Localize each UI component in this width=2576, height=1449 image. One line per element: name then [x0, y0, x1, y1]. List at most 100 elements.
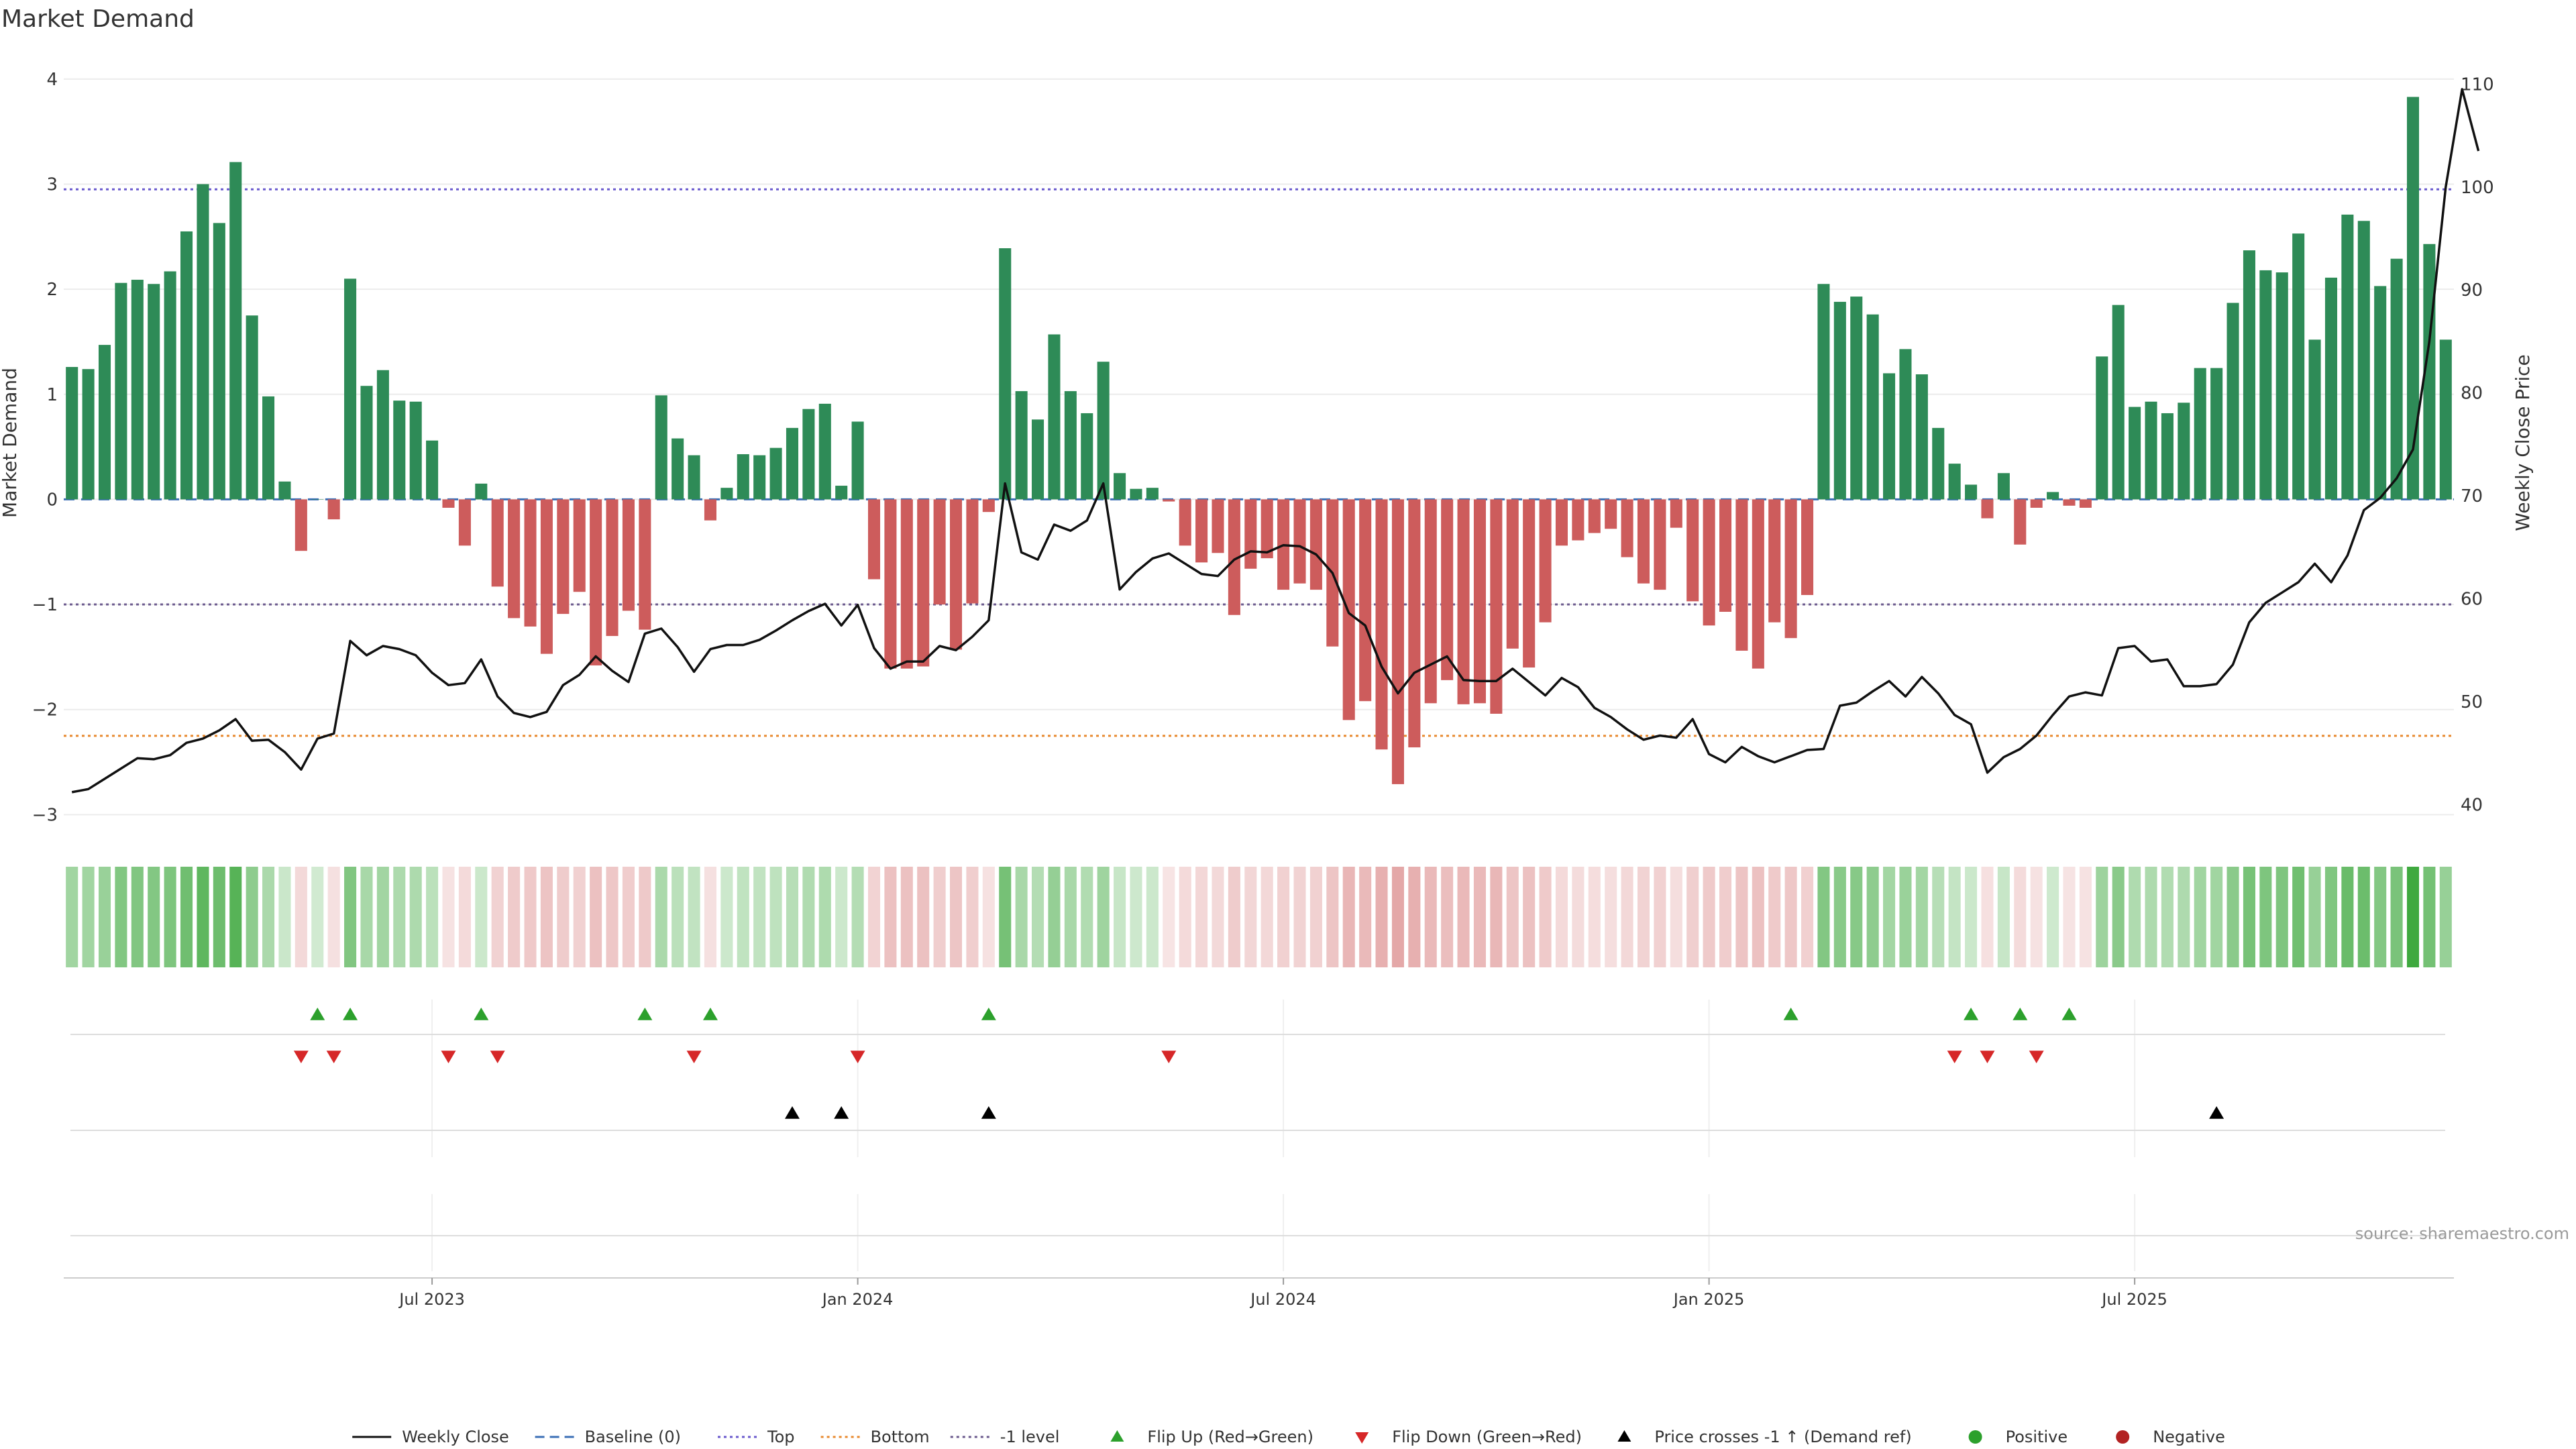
demand-bar — [524, 499, 537, 627]
heat-cell — [917, 867, 930, 967]
y2-tick-label: 100 — [2461, 178, 2494, 198]
demand-bar — [1195, 499, 1208, 563]
heat-cell — [1015, 867, 1028, 967]
demand-bar — [2096, 356, 2108, 500]
demand-bar — [2226, 303, 2239, 500]
heat-cell — [884, 867, 897, 967]
demand-bar — [393, 400, 406, 500]
heat-cell — [720, 867, 733, 967]
demand-bar — [1965, 484, 1978, 500]
demand-bar — [1441, 499, 1454, 680]
heat-cell — [655, 867, 667, 967]
y2-tick-label: 50 — [2461, 692, 2483, 712]
demand-bar — [1032, 419, 1044, 500]
heat-cell — [2079, 867, 2092, 967]
heat-cell — [311, 867, 324, 967]
demand-bar — [2079, 499, 2092, 508]
demand-bar — [180, 231, 193, 500]
demand-bar — [2047, 492, 2059, 500]
demand-bar — [409, 401, 422, 500]
heat-cell — [508, 867, 521, 967]
heat-cell — [1948, 867, 1961, 967]
demand-bar — [1605, 499, 1617, 529]
y-axis-right: 40 50 60 70 80 90 100 110 — [2461, 74, 2494, 815]
demand-bar — [1359, 499, 1372, 702]
price-cross-marker — [834, 1106, 849, 1119]
demand-bar — [1539, 499, 1552, 623]
demand-bar — [1670, 499, 1682, 528]
heat-cell — [1375, 867, 1388, 967]
heat-cell — [1342, 867, 1355, 967]
y-tick-label: 1 — [46, 385, 58, 405]
demand-bar — [360, 386, 373, 500]
heat-cell — [949, 867, 963, 967]
demand-bar — [1784, 499, 1797, 639]
demand-bar — [1981, 499, 1994, 519]
heat-cell — [2292, 867, 2305, 967]
heat-cell — [2390, 867, 2403, 967]
heat-cell — [2194, 867, 2206, 967]
heat-cell — [1605, 867, 1617, 967]
heat-cell — [2161, 867, 2174, 967]
flip-down-marker — [490, 1051, 505, 1063]
demand-bar — [2390, 258, 2403, 500]
legend-label: -1 level — [1000, 1428, 1060, 1446]
heat-cell — [1490, 867, 1503, 967]
heat-cell — [229, 867, 242, 967]
demand-bar — [2014, 499, 2027, 545]
heat-cell — [180, 867, 193, 967]
demand-bar — [867, 499, 881, 580]
heat-cell — [115, 867, 127, 967]
demand-bar — [1833, 301, 1846, 500]
demand-bar — [2308, 339, 2321, 500]
heat-cell — [1654, 867, 1666, 967]
demand-bar — [2292, 233, 2305, 500]
heat-cell — [1032, 867, 1044, 967]
heat-cell — [704, 867, 716, 967]
legend-label: Baseline (0) — [585, 1428, 681, 1446]
heat-cell — [344, 867, 357, 967]
demand-bar — [802, 409, 815, 500]
gridlines — [64, 78, 2454, 816]
demand-bar — [2161, 413, 2174, 500]
y2-tick-label: 40 — [2461, 795, 2483, 815]
demand-bar — [1212, 499, 1224, 553]
demand-bar — [1768, 499, 1781, 623]
demand-bar — [426, 440, 439, 500]
demand-bar — [818, 403, 831, 500]
heat-cell — [2374, 867, 2387, 967]
heat-cell — [982, 867, 995, 967]
demand-bar — [229, 162, 242, 500]
demand-bar — [294, 499, 307, 551]
heat-cell — [376, 867, 389, 967]
demand-bar — [148, 284, 160, 500]
heat-cell — [2210, 867, 2223, 967]
y-axis-left: −3 −2 −1 0 1 2 3 4 — [32, 70, 58, 826]
demand-bar — [1408, 499, 1421, 748]
heat-cell — [1752, 867, 1764, 967]
demand-bar — [115, 282, 127, 500]
heat-cell — [1130, 867, 1142, 967]
demand-bar — [1997, 473, 2010, 500]
x-axis: Jul 2023 Jan 2024 Jul 2024 Jan 2025 Jul 2025 — [398, 1278, 2167, 1309]
legend-label: Flip Up (Red→Green) — [1147, 1428, 1313, 1446]
heat-cell — [98, 867, 111, 967]
demand-bar — [1719, 499, 1732, 612]
heat-cell — [688, 867, 700, 967]
weekly-close-line — [71, 88, 2480, 794]
heat-cell — [1441, 867, 1454, 967]
y-tick-label: −3 — [32, 805, 58, 825]
legend-swatch — [1968, 1430, 1982, 1444]
demand-bar — [1064, 391, 1077, 500]
heat-cell — [1784, 867, 1797, 967]
heat-cell — [458, 867, 471, 967]
demand-bar — [2210, 368, 2223, 500]
demand-bar — [66, 367, 78, 500]
heat-cell — [1457, 867, 1470, 967]
demand-bar — [1114, 473, 1126, 500]
y2-tick-label: 60 — [2461, 589, 2483, 609]
demand-bar — [1686, 499, 1699, 602]
heat-cell — [540, 867, 553, 967]
heat-cell — [491, 867, 504, 967]
demand-bar — [786, 427, 799, 500]
